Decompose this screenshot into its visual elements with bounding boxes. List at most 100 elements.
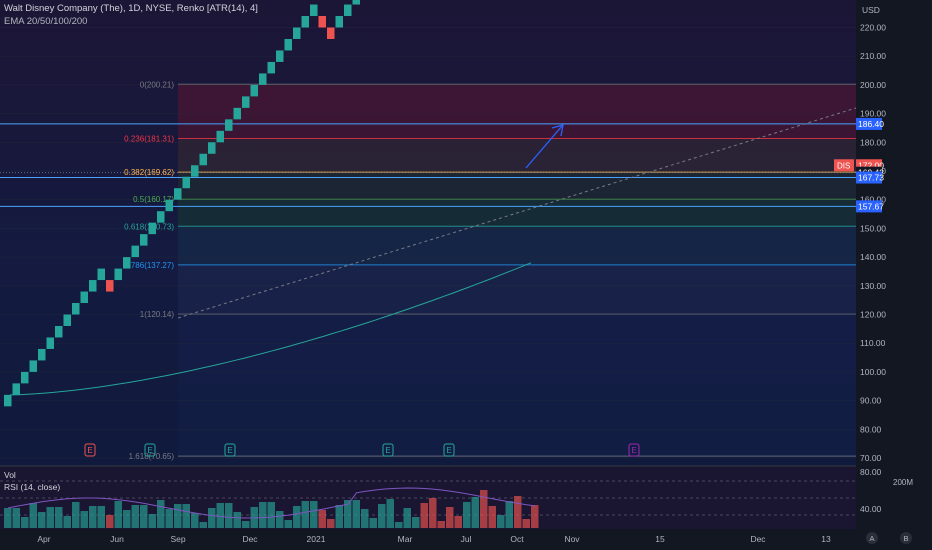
rsi-label: RSI (14, close) — [4, 482, 60, 492]
renko-brick — [63, 314, 71, 326]
price-badge-label: 172.00 — [858, 160, 884, 170]
renko-brick — [242, 96, 250, 108]
time-label: Dec — [750, 534, 766, 544]
renko-brick — [233, 107, 241, 120]
volume-bar — [242, 521, 250, 528]
volume-bar — [293, 506, 301, 528]
time-label: Sep — [170, 534, 185, 544]
price-tick: 90.00 — [860, 396, 882, 406]
volume-bar — [182, 504, 190, 528]
fib-zone — [178, 226, 856, 265]
volume-bar — [463, 502, 471, 528]
time-label: 15 — [655, 534, 665, 544]
renko-brick — [225, 119, 233, 131]
renko-bricks — [4, 0, 360, 407]
renko-brick — [165, 199, 173, 212]
renko-brick — [131, 245, 139, 258]
volume-bar — [301, 501, 309, 528]
price-tick: 150.00 — [860, 223, 886, 233]
volume-bar — [429, 498, 437, 528]
currency-label: USD — [862, 5, 880, 15]
renko-brick — [46, 337, 54, 349]
rsi-line — [7, 487, 536, 519]
renko-brick — [114, 268, 122, 281]
volume-bar — [89, 506, 97, 528]
volume-bar — [208, 508, 216, 528]
time-label: Jul — [461, 534, 472, 544]
volume-label: Vol — [4, 470, 16, 480]
price-badge — [856, 200, 882, 213]
price-tick: 120.00 — [860, 310, 886, 320]
volume-bar — [318, 510, 326, 528]
rsi-tick: 80.00 — [860, 467, 882, 477]
volume-bar — [165, 509, 173, 528]
renko-brick — [123, 257, 131, 269]
earnings-marker — [84, 443, 96, 457]
volume-bar — [437, 521, 445, 528]
volume-bar — [310, 501, 318, 528]
volume-bar — [369, 518, 377, 528]
volume-bar — [106, 515, 114, 528]
earnings-marker-label: E — [147, 446, 152, 455]
time-label: 13 — [821, 534, 831, 544]
price-tick: 180.00 — [860, 137, 886, 147]
fib-level-label: 1.618(70.65) — [129, 452, 175, 461]
renko-brick — [55, 325, 63, 338]
volume-bar — [454, 516, 462, 528]
volume-bar — [497, 515, 505, 528]
rsi-tick: 40.00 — [860, 504, 882, 514]
volume-bar — [72, 502, 80, 528]
fib-level-label: 0(200.21) — [140, 80, 175, 89]
volume-bar — [233, 512, 241, 528]
renko-brick — [318, 16, 326, 28]
price-tick: 200.00 — [860, 80, 886, 90]
renko-brick — [276, 50, 284, 62]
renko-brick — [29, 360, 37, 372]
volume-bar — [46, 507, 54, 528]
renko-brick — [148, 222, 156, 235]
price-tick: 220.00 — [860, 23, 886, 33]
volume-bar — [267, 502, 275, 528]
volume-bar — [216, 503, 224, 528]
bottom-icon — [900, 532, 912, 544]
price-tick: 80.00 — [860, 424, 882, 434]
volume-bar — [471, 497, 479, 528]
price-tick: 100.00 — [860, 367, 886, 377]
volume-bar — [344, 500, 352, 528]
time-label: Oct — [510, 534, 524, 544]
volume-bar — [12, 508, 20, 528]
renko-brick — [250, 84, 258, 97]
symbol-badge — [834, 159, 854, 172]
volume-bar — [21, 517, 29, 528]
price-axis[interactable]: USD 70.00 80.00 90.00 100.00 110.00 120.00 130.… — [860, 5, 913, 514]
earnings-marker-label: E — [87, 446, 92, 455]
fib-zone — [178, 172, 856, 200]
renko-brick — [4, 394, 12, 407]
trend-line — [177, 107, 857, 319]
time-label: Mar — [398, 534, 413, 544]
renko-brick — [89, 280, 97, 292]
ema-line — [9, 262, 532, 396]
volume-bar — [284, 520, 292, 528]
volume-bar — [352, 500, 360, 528]
volume-bar — [225, 503, 233, 528]
time-axis[interactable]: Apr Jun Sep Dec 2021 Mar Jul Oct Nov 15 Dec 13 — [37, 534, 831, 544]
time-label: Jun — [110, 534, 124, 544]
symbol-badge-label: DIS — [837, 161, 850, 170]
volume-bar — [191, 513, 199, 528]
volume-bar — [335, 505, 343, 528]
time-label: Nov — [564, 534, 580, 544]
price-tick: 70.00 — [860, 453, 882, 463]
renko-brick — [310, 4, 318, 17]
horizontal-lines — [0, 123, 856, 207]
renko-brick — [80, 291, 88, 304]
volume-bar — [29, 503, 37, 528]
volume-bar — [488, 506, 496, 528]
volume-bar — [378, 504, 386, 528]
renko-brick — [284, 38, 292, 51]
price-badge — [856, 117, 882, 130]
volume-bar — [55, 507, 63, 528]
